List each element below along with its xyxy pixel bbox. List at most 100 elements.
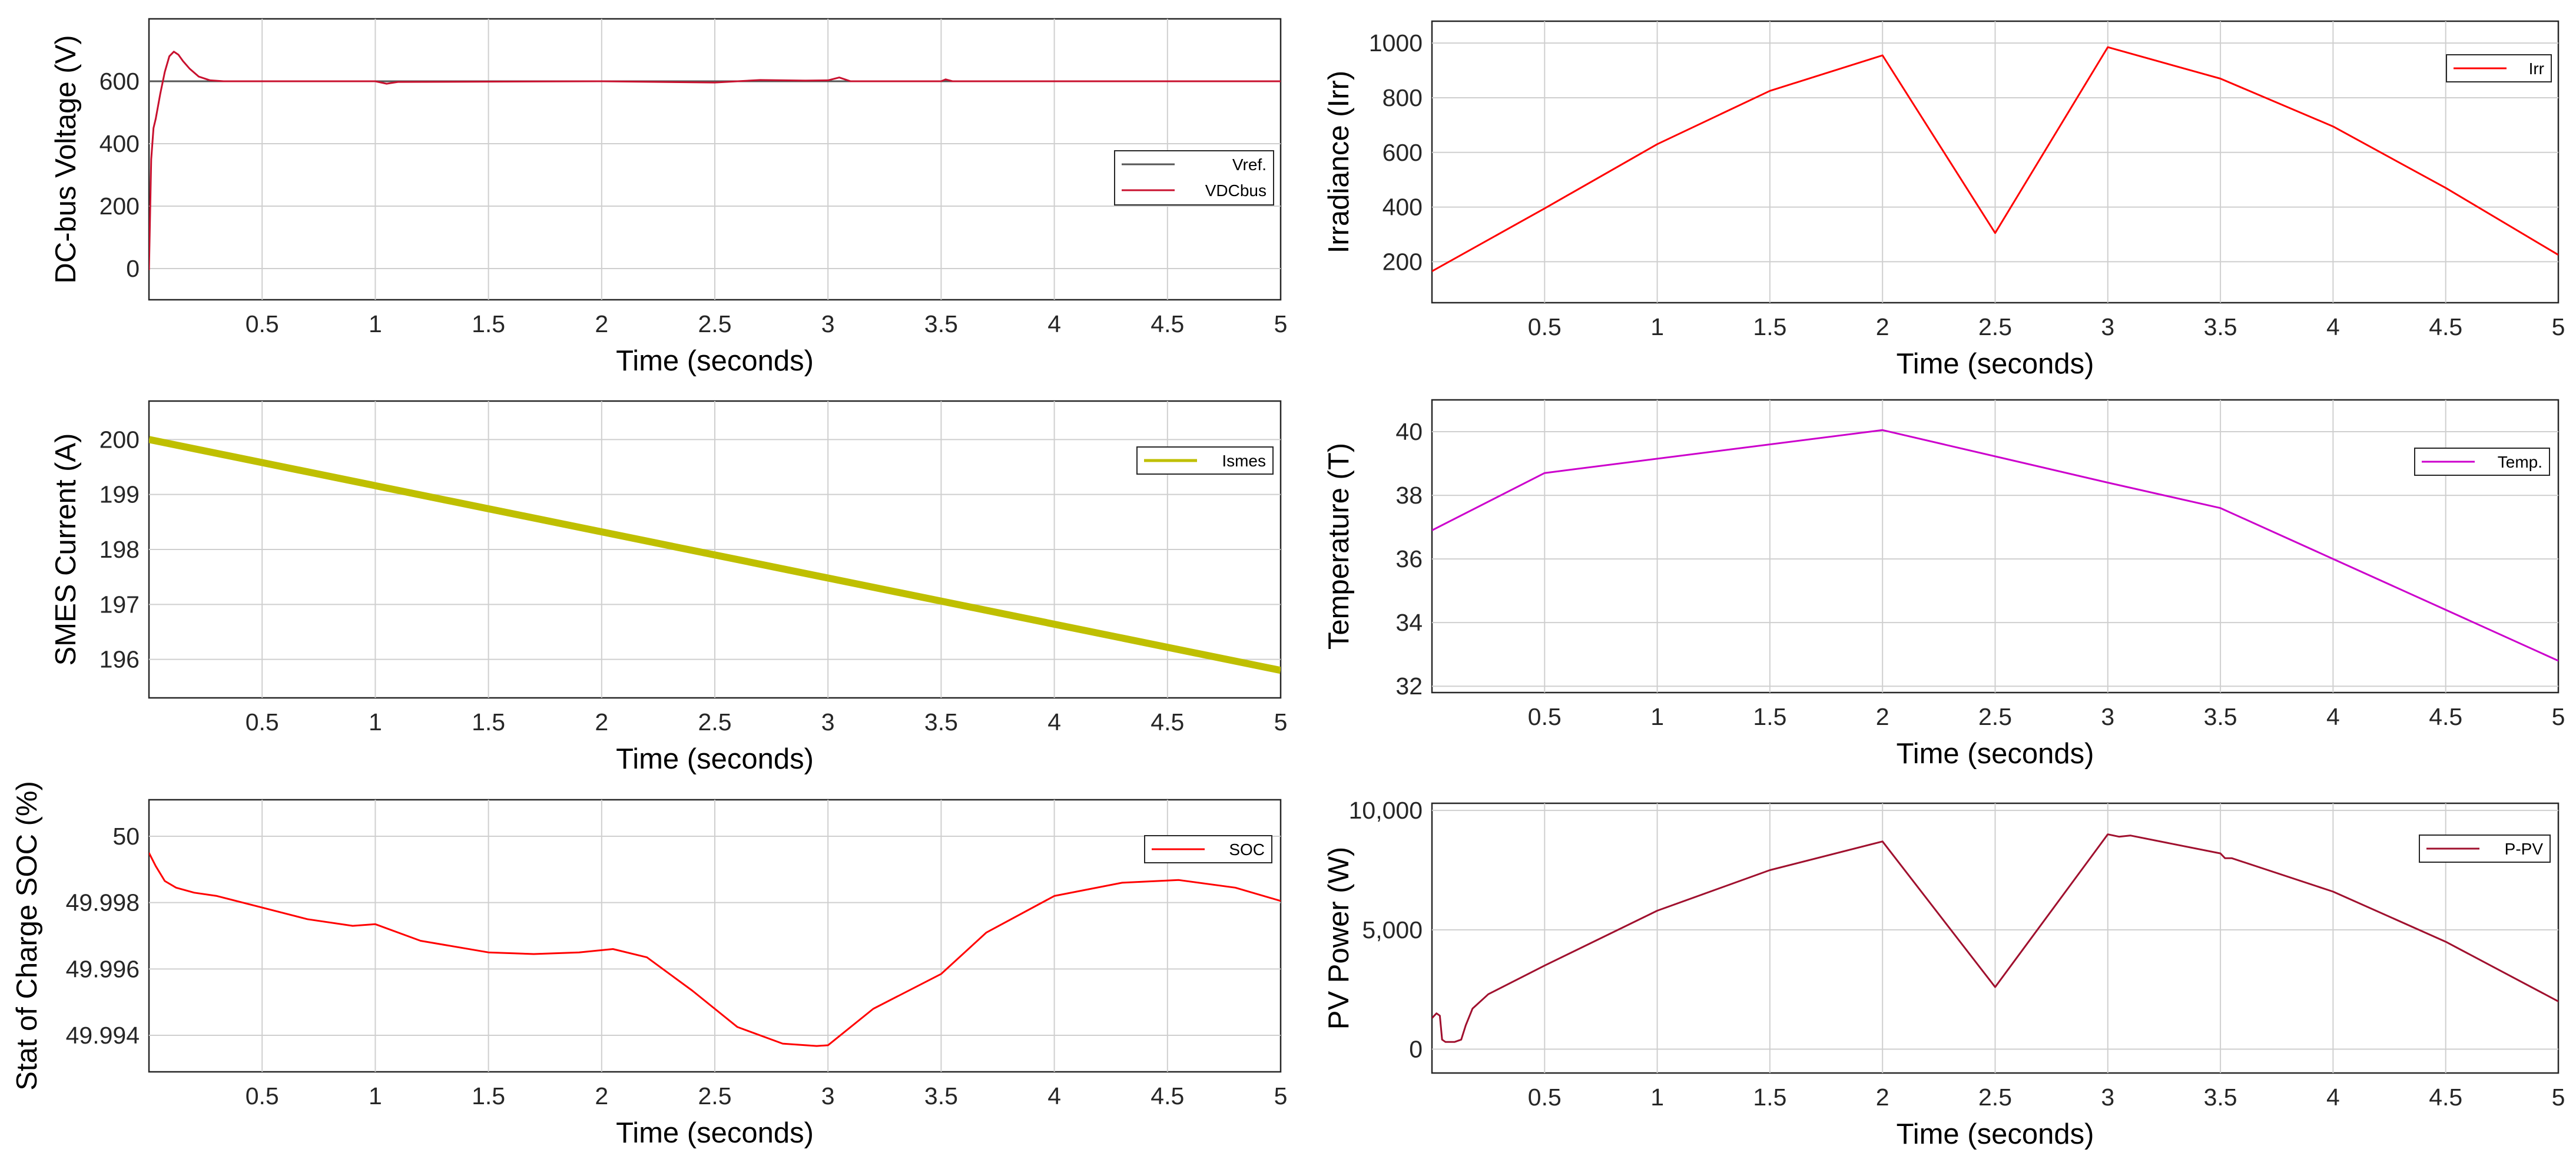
x-tick-label: 4 xyxy=(1047,310,1061,337)
x-tick-label: 4.5 xyxy=(2429,313,2462,340)
x-tick-label: 3.5 xyxy=(2204,1084,2237,1111)
legend-label: VDCbus xyxy=(1205,181,1267,200)
y-tick-label: 36 xyxy=(1395,545,1423,572)
x-tick-label: 0.5 xyxy=(1528,313,1561,340)
y-axis-label: SMES Current (A) xyxy=(50,433,82,666)
x-axis-label: Time (seconds) xyxy=(616,345,814,377)
x-tick-label: 5 xyxy=(1274,310,1288,337)
legend: Ismes xyxy=(1136,446,1274,475)
y-tick-label: 800 xyxy=(1383,84,1423,111)
x-axis-label: Time (seconds) xyxy=(1897,348,2094,380)
y-tick-label: 5,000 xyxy=(1362,916,1423,943)
x-tick-label: 3.5 xyxy=(924,1082,958,1110)
x-tick-label: 4 xyxy=(2326,1084,2340,1111)
y-axis-label: Irradiance (Irr) xyxy=(1323,71,1355,253)
legend: Irr xyxy=(2446,54,2552,82)
x-tick-label: 1.5 xyxy=(1753,703,1786,730)
x-tick-label: 3 xyxy=(821,1082,835,1110)
y-tick-label: 199 xyxy=(100,481,140,508)
y-axis-label: Stat of Charge SOC (%) xyxy=(11,781,43,1091)
y-tick-label: 40 xyxy=(1395,418,1423,445)
x-tick-label: 0.5 xyxy=(1528,1084,1561,1111)
x-tick-label: 3 xyxy=(821,310,835,337)
x-tick-label: 3.5 xyxy=(2204,703,2237,730)
x-axis-label: Time (seconds) xyxy=(616,743,814,775)
y-tick-label: 200 xyxy=(100,426,140,453)
x-tick-label: 2.5 xyxy=(1978,1084,2012,1111)
series-line-p-pv xyxy=(1432,833,2558,1043)
x-tick-label: 2 xyxy=(1876,313,1889,340)
x-tick-label: 3 xyxy=(2101,313,2114,340)
x-tick-label: 1.5 xyxy=(472,310,505,337)
legend: Temp. xyxy=(2414,448,2550,476)
series-line-irr xyxy=(1432,46,2558,272)
x-tick-label: 1.5 xyxy=(1753,313,1786,340)
x-tick-label: 2 xyxy=(1876,703,1889,730)
y-tick-label: 200 xyxy=(100,193,140,220)
x-tick-label: 2 xyxy=(595,1082,608,1110)
x-tick-label: 1 xyxy=(369,1082,382,1110)
y-tick-label: 49.994 xyxy=(66,1022,140,1049)
x-tick-label: 1.5 xyxy=(472,708,505,736)
legend: P-PV xyxy=(2419,834,2551,863)
y-tick-label: 49.996 xyxy=(66,955,140,982)
y-tick-label: 400 xyxy=(1383,194,1423,221)
x-tick-label: 4.5 xyxy=(1151,310,1184,337)
legend-label: SOC xyxy=(1229,840,1265,859)
x-tick-label: 3.5 xyxy=(924,310,958,337)
y-tick-label: 198 xyxy=(100,536,140,563)
x-axis-label: Time (seconds) xyxy=(616,1117,814,1149)
x-tick-label: 1 xyxy=(1650,313,1664,340)
x-tick-label: 1.5 xyxy=(472,1082,505,1110)
x-tick-label: 2 xyxy=(595,310,608,337)
x-tick-label: 4 xyxy=(2326,313,2340,340)
x-tick-label: 2.5 xyxy=(1978,313,2012,340)
x-tick-label: 4.5 xyxy=(2429,703,2462,730)
series-line-vdcbus xyxy=(149,51,1281,270)
x-tick-label: 2 xyxy=(595,708,608,736)
y-axis-label: Temperature (T) xyxy=(1323,443,1355,650)
x-tick-label: 2.5 xyxy=(698,1082,732,1110)
y-tick-label: 1000 xyxy=(1369,29,1423,57)
legend-label: P-PV xyxy=(2505,840,2544,858)
y-tick-label: 400 xyxy=(100,130,140,157)
x-tick-label: 5 xyxy=(2552,1084,2565,1111)
series-line-temp xyxy=(1432,429,2558,662)
x-tick-label: 4.5 xyxy=(1151,1082,1184,1110)
x-tick-label: 2.5 xyxy=(1978,703,2012,730)
x-tick-label: 4 xyxy=(2326,703,2340,730)
y-tick-label: 49.998 xyxy=(66,889,140,916)
y-axis-label: DC-bus Voltage (V) xyxy=(50,35,82,283)
legend-label: Ismes xyxy=(1222,452,1266,470)
y-tick-label: 38 xyxy=(1395,482,1423,509)
legend-label: Vref. xyxy=(1232,155,1267,174)
legend-label: Temp. xyxy=(2498,453,2542,471)
x-tick-label: 2.5 xyxy=(698,708,732,736)
series-line-ismes xyxy=(149,436,1281,674)
x-tick-label: 4 xyxy=(1047,708,1061,736)
x-tick-label: 5 xyxy=(2552,313,2565,340)
x-tick-label: 1.5 xyxy=(1753,1084,1786,1111)
y-tick-label: 32 xyxy=(1395,673,1423,700)
x-tick-label: 0.5 xyxy=(246,310,279,337)
y-tick-label: 0 xyxy=(1409,1035,1423,1062)
chart-ppv: 0.5 1 1.5 2 2.5 3 3.5 4 4.5 5 0 5,000 10,000 Time (se… xyxy=(1323,797,2565,1150)
x-tick-label: 1 xyxy=(1650,703,1664,730)
x-tick-label: 3 xyxy=(2101,1084,2114,1111)
x-tick-label: 3 xyxy=(821,708,835,736)
y-tick-label: 197 xyxy=(100,591,140,618)
x-tick-label: 5 xyxy=(2552,703,2565,730)
x-tick-label: 4.5 xyxy=(1151,708,1184,736)
legend-box xyxy=(1114,150,1274,206)
x-tick-label: 2.5 xyxy=(698,310,732,337)
y-axis-label: PV Power (W) xyxy=(1323,847,1355,1029)
chart-temp: 0.5 1 1.5 2 2.5 3 3.5 4 4.5 5 32 34 36 38 40 Time (seco… xyxy=(1323,399,2565,770)
x-tick-label: 4.5 xyxy=(2429,1084,2462,1111)
chart-irr: 0.5 1 1.5 2 2.5 3 3.5 4 4.5 5 200 400 600 800 1000 Time… xyxy=(1323,20,2565,380)
y-tick-label: 196 xyxy=(100,646,140,673)
x-tick-label: 0.5 xyxy=(246,1082,279,1110)
x-tick-label: 3 xyxy=(2101,703,2114,730)
legend: Vref. VDCbus xyxy=(1114,150,1274,206)
x-tick-label: 0.5 xyxy=(1528,703,1561,730)
y-tick-label: 10,000 xyxy=(1349,797,1423,824)
